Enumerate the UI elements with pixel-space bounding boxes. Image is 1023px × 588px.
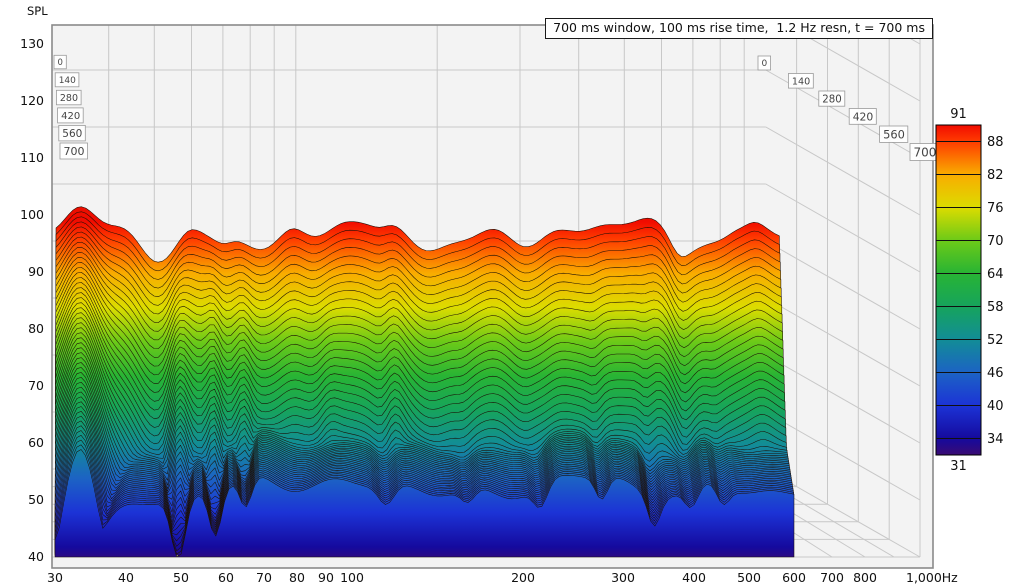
freq-tick-label: 70 <box>256 570 272 585</box>
legend-tick-label: 70 <box>987 234 1004 249</box>
legend-tick-label: 46 <box>987 366 1004 381</box>
freq-tick-label: 80 <box>289 570 305 585</box>
freq-tick-label: 600 <box>782 570 806 585</box>
svg-text:280: 280 <box>822 94 841 105</box>
svg-text:0: 0 <box>58 58 63 68</box>
spl-tick-label: 50 <box>28 492 44 507</box>
spl-tick-label: 100 <box>20 207 44 222</box>
svg-text:700: 700 <box>64 145 85 158</box>
spl-tick-label: 60 <box>28 435 44 450</box>
spl-tick-label: 110 <box>20 150 44 165</box>
freq-tick-label: 90 <box>318 570 334 585</box>
freq-tick-label: 30 <box>47 570 63 585</box>
plot-border <box>51 24 934 569</box>
svg-text:420: 420 <box>853 110 874 123</box>
freq-tick-label: 500 <box>737 570 761 585</box>
legend-tick-label: 34 <box>987 432 1004 447</box>
legend: 91 88 82 76 70 64 58 52 46 40 34 31 <box>935 107 1004 474</box>
spl-tick-label: 130 <box>20 36 44 51</box>
legend-tick-label: 88 <box>987 135 1004 150</box>
svg-text:560: 560 <box>62 128 82 140</box>
spl-tick-label: 120 <box>20 93 44 108</box>
freq-tick-label: 200 <box>511 570 535 585</box>
legend-tick-label: 40 <box>987 399 1004 414</box>
legend-tick-label: 82 <box>987 168 1004 183</box>
freq-tick-label: 300 <box>611 570 635 585</box>
svg-text:700: 700 <box>914 145 937 159</box>
spl-axis-title: SPL <box>27 4 48 18</box>
freq-tick-label: 1,000Hz <box>906 570 958 585</box>
legend-tick-label: 52 <box>987 333 1004 348</box>
spl-tick-label: 40 <box>28 549 44 564</box>
legend-color-bar <box>935 124 982 456</box>
svg-text:140: 140 <box>59 76 76 86</box>
legend-tick-label: 64 <box>987 267 1004 282</box>
freq-axis-labels: 30 40 50 60 70 80 90 100 200 300 400 500 600 700 800 1,… <box>47 570 958 585</box>
time-labels-left: 0 140 280 420 560 700 <box>53 54 88 160</box>
svg-text:560: 560 <box>883 127 905 141</box>
svg-text:140: 140 <box>792 76 810 87</box>
freq-tick-label: 60 <box>218 570 234 585</box>
legend-tick-label: 76 <box>987 201 1004 216</box>
time-labels-right: 0 140 280 420 560 700 <box>757 55 940 161</box>
right-wall-grid <box>765 25 921 557</box>
waterfall-surface <box>54 206 795 558</box>
freq-tick-label: 100 <box>340 570 364 585</box>
waterfall-slice <box>54 449 795 558</box>
svg-text:280: 280 <box>60 93 78 104</box>
freq-tick-label: 800 <box>853 570 877 585</box>
svg-text:420: 420 <box>61 111 80 122</box>
spl-tick-label: 80 <box>28 321 44 336</box>
legend-tick-label: 58 <box>987 300 1004 315</box>
freq-tick-label: 400 <box>682 570 706 585</box>
spl-tick-label: 70 <box>28 378 44 393</box>
spl-axis-labels: 130 120 110 100 90 80 70 60 50 40 <box>20 36 44 564</box>
freq-tick-label: 700 <box>820 570 844 585</box>
spl-tick-label: 90 <box>28 264 44 279</box>
svg-text:0: 0 <box>762 59 768 69</box>
measurement-info-bar: 700 ms window, 100 ms rise time, 1.2 Hz … <box>545 18 933 39</box>
freq-tick-label: 40 <box>118 570 134 585</box>
freq-tick-label: 50 <box>173 570 189 585</box>
legend-min-label: 31 <box>950 459 967 474</box>
legend-max-label: 91 <box>950 107 967 122</box>
